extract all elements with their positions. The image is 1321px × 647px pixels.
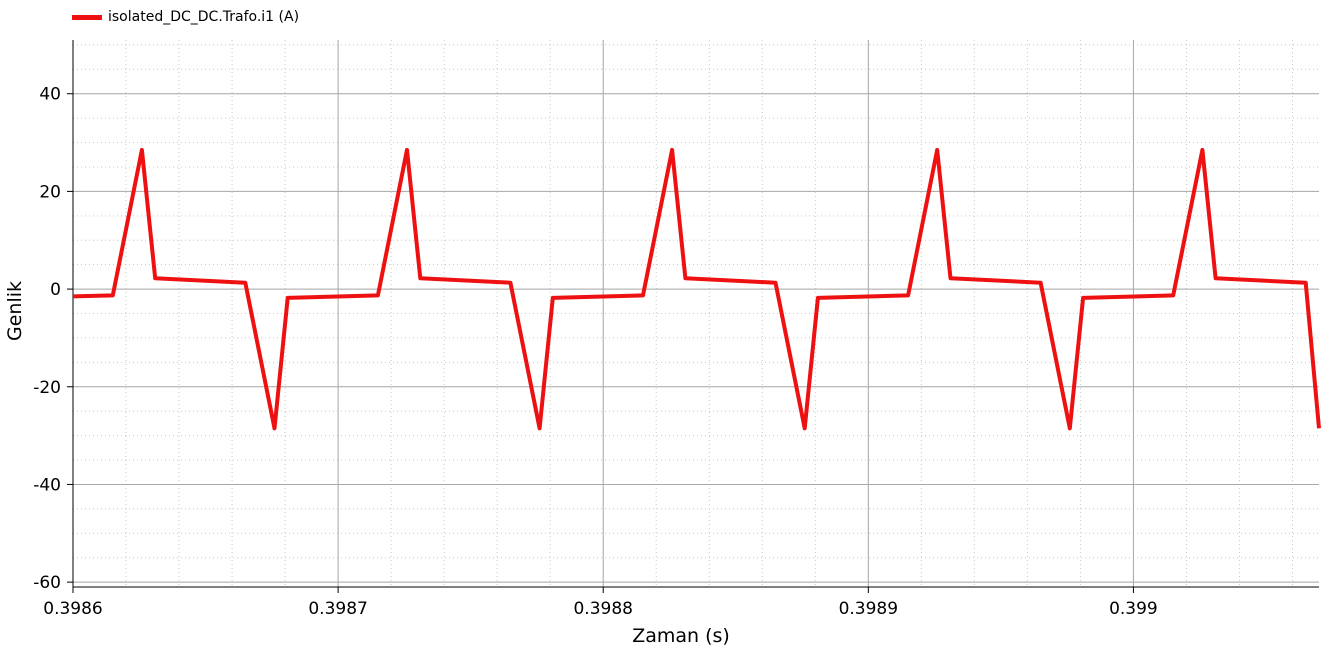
series-line [72,147,1321,431]
tick-labels: 0.3986 0.3987 0.3988 0.3989 0.399 -60 -40 -20 0 2… [33,85,1158,619]
legend: isolated_DC_DC.Trafo.i1 (A) [72,6,299,28]
series-layer [72,147,1321,431]
minor-grid [72,40,1319,587]
x-tick-label: 0.3987 [308,599,367,619]
y-axis-title: Genlik [4,281,26,341]
x-tick-label: 0.3986 [43,599,102,619]
x-axis-title: Zaman (s) [632,625,730,647]
x-tick-label: 0.3989 [839,599,898,619]
y-tick-label: -60 [33,573,61,593]
y-tick-label: -20 [33,378,61,398]
x-tick-label: 0.3988 [573,599,632,619]
y-tick-label: -40 [33,475,61,495]
axes [67,40,1319,593]
y-tick-label: 20 [39,182,61,202]
y-tick-label: 40 [39,85,61,105]
y-tick-label: 0 [50,280,61,300]
major-grid [72,40,1319,587]
legend-label: isolated_DC_DC.Trafo.i1 (A) [108,9,300,25]
legend-swatch [72,14,102,20]
x-tick-label: 0.399 [1109,599,1158,619]
